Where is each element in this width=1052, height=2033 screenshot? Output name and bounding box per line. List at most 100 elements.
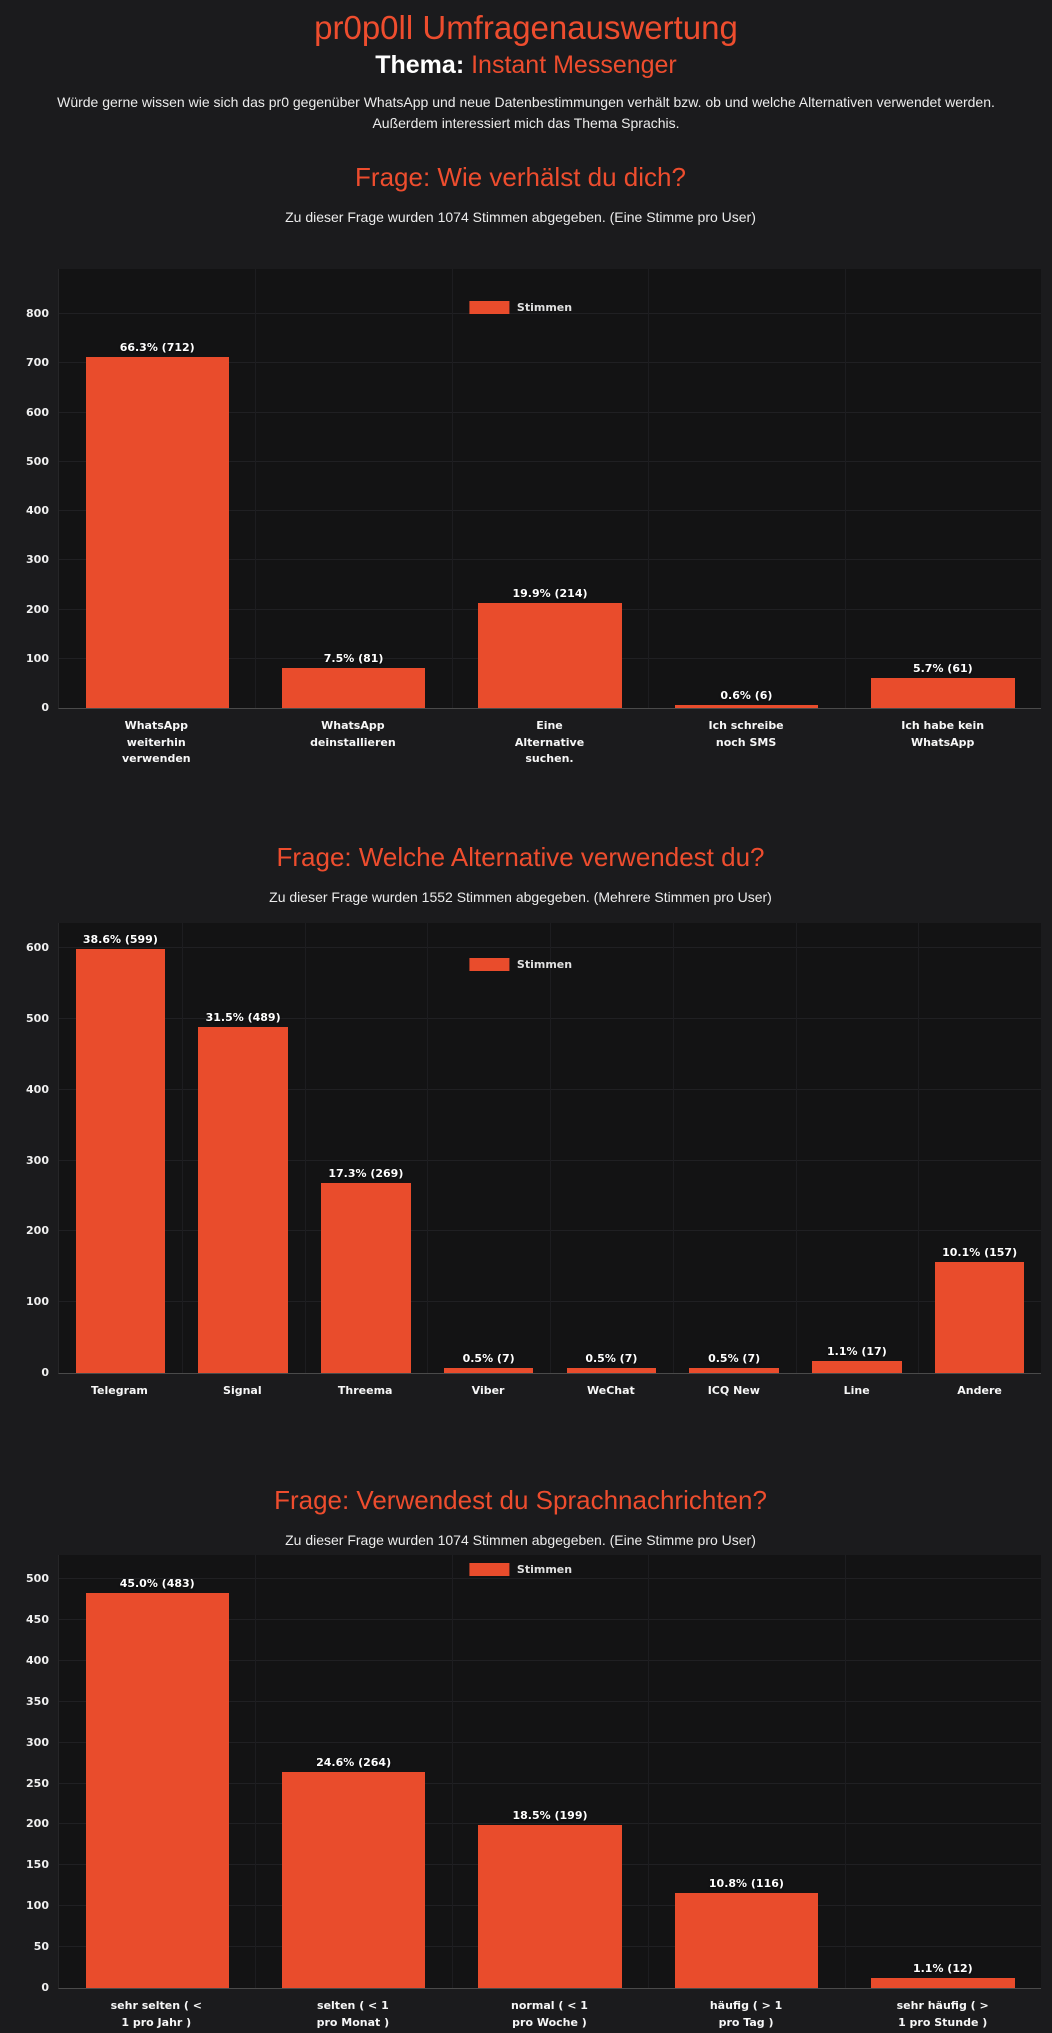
- chart-canvas: 0 100 200 300 400 500 600 700 800 66.3% (712) 7.5…: [0, 269, 1041, 713]
- gridline: [59, 510, 1041, 512]
- bar-slot: 0.5% (7): [673, 923, 796, 1374]
- chart-title: Frage: Wie verhälst du dich?: [355, 161, 686, 192]
- category-separator-line: [918, 923, 920, 1374]
- category-separator-line: [550, 923, 551, 1374]
- x-category-label: WeChat: [587, 1384, 635, 1398]
- bar-group: 0.5% (7): [566, 923, 657, 1374]
- y-tick-label: 500: [26, 454, 49, 468]
- x-category-label: selten ( < 1 pro Monat ): [316, 1999, 390, 2029]
- plot-area: 45.0% (483) 24.6% (264) 18.5% (199) 10.8% (…: [58, 1555, 1041, 1990]
- legend[interactable]: Stimmen: [468, 301, 572, 315]
- bar-slot: 19.9% (214): [452, 269, 648, 709]
- legend[interactable]: Stimmen: [468, 958, 573, 972]
- legend-swatch-icon: [468, 958, 509, 972]
- bar: [812, 1361, 902, 1374]
- bar-value-label: 0.5% (7): [708, 1352, 761, 1366]
- bar-slot: 1.1% (12): [845, 1555, 1041, 1989]
- bar-group: 1.1% (17): [812, 923, 902, 1374]
- bar-slot: 45.0% (483): [59, 1555, 255, 1989]
- bar-slot: 0.6% (6): [648, 269, 844, 709]
- x-category-label: Eine Alternative suchen.: [514, 719, 585, 766]
- topic-heading: Thema: Instant Messenger: [0, 50, 1052, 80]
- category-separator-line: [427, 923, 429, 1374]
- y-tick-label: 300: [26, 553, 49, 567]
- x-category-label: Telegram: [90, 1384, 148, 1398]
- bar-value-label: 0.6% (6): [720, 689, 773, 703]
- x-category-label: WhatsApp weiterhin verwenden: [121, 719, 191, 766]
- x-category-label: häufig ( > 1 pro Tag ): [709, 1999, 783, 2029]
- legend-label: Stimmen: [516, 958, 573, 972]
- survey-report: pr0p0ll Umfragenauswertung Thema: Instan…: [0, 8, 1052, 2031]
- bars-row: 66.3% (712) 7.5% (81) 19.9% (214) 0.6% (6) 5…: [59, 269, 1041, 709]
- gridline: [59, 1578, 1041, 1580]
- y-tick-label: 50: [33, 1940, 49, 1954]
- bar-slot: 7.5% (81): [255, 269, 451, 709]
- bar-slot: 0.5% (7): [550, 923, 673, 1374]
- bar-group: 0.5% (7): [689, 923, 779, 1374]
- bar-value-label: 0.5% (7): [585, 1352, 638, 1366]
- bar-group: 1.1% (12): [871, 1555, 1015, 1989]
- y-axis: 0 50 100 150 200 250 300 350 400 450 500: [0, 1555, 58, 1993]
- bar-group: 7.5% (81): [281, 269, 426, 709]
- bar-value-label: 7.5% (81): [323, 652, 384, 666]
- bar-group: 24.6% (264): [281, 1555, 426, 1989]
- bar-group: 10.8% (116): [674, 1555, 819, 1989]
- gridline: [59, 460, 1041, 462]
- bar-group: 66.3% (712): [85, 269, 229, 709]
- bar: [934, 1261, 1025, 1374]
- bar-value-label: 38.6% (599): [82, 932, 158, 946]
- bar: [674, 1893, 819, 1989]
- bar-slot: 5.7% (61): [845, 269, 1041, 709]
- bar-value-label: 19.9% (214): [512, 586, 588, 600]
- x-category-label: sehr häufig ( > 1 pro Stunde ): [896, 1999, 989, 2029]
- bar: [871, 678, 1015, 709]
- x-category-label: Ich schreibe noch SMS: [708, 719, 784, 749]
- gridline: [59, 559, 1041, 561]
- y-tick-label: 400: [26, 1082, 49, 1096]
- bar-group: 45.0% (483): [85, 1555, 229, 1989]
- category-separator-line: [181, 923, 183, 1374]
- bar-group: 19.9% (214): [478, 269, 622, 709]
- bar-slot: 18.5% (199): [452, 1555, 648, 1989]
- bar-group: 5.7% (61): [871, 269, 1015, 709]
- x-axis-labels: sehr selten ( < 1 pro Jahr ) selten ( < 1…: [58, 1998, 1041, 2031]
- chart-subtitle: Zu dieser Frage wurden 1074 Stimmen abge…: [285, 1531, 756, 1548]
- gridline: [59, 1823, 1041, 1825]
- x-category-label: Line: [843, 1384, 870, 1398]
- bar-value-label: 45.0% (483): [119, 1576, 195, 1590]
- bar-slot: 24.6% (264): [255, 1555, 451, 1989]
- y-tick-label: 350: [26, 1694, 49, 1708]
- y-tick-label: 450: [26, 1612, 49, 1626]
- bar-group: 17.3% (269): [321, 923, 411, 1374]
- bar-value-label: 66.3% (712): [119, 341, 195, 355]
- bar: [75, 948, 166, 1374]
- y-tick-label: 300: [26, 1735, 49, 1749]
- x-axis-labels: Telegram Signal Threema Viber WeChat ICQ New L…: [58, 1383, 1041, 1400]
- x-category-label: sehr selten ( < 1 pro Jahr ): [110, 1999, 202, 2029]
- bar-value-label: 24.6% (264): [316, 1756, 392, 1770]
- category-separator-line: [648, 1555, 650, 1989]
- chart-canvas: 0 100 200 300 400 500 600 38.6% (599) 31.5% (48…: [0, 923, 1041, 1378]
- chart-sprachnachrichten: Frage: Verwendest du Sprachnachrichten? …: [0, 1485, 1041, 2031]
- y-tick-label: 200: [26, 1817, 49, 1831]
- bar-value-label: 10.1% (157): [942, 1245, 1018, 1259]
- category-separator-line: [451, 1555, 453, 1989]
- y-axis: 0 100 200 300 400 500 600 700 800: [0, 269, 58, 713]
- bar-value-label: 10.8% (116): [708, 1877, 784, 1891]
- legend-label: Stimmen: [516, 1563, 573, 1577]
- y-tick-label: 500: [26, 1011, 49, 1025]
- bar-group: 10.1% (157): [934, 923, 1025, 1374]
- legend[interactable]: Stimmen: [468, 1563, 573, 1577]
- chart-welche-alternative: Frage: Welche Alternative verwendest du?…: [0, 842, 1041, 1400]
- chart-subtitle: Zu dieser Frage wurden 1074 Stimmen abge…: [285, 208, 756, 225]
- bar: [198, 1026, 288, 1374]
- bar: [443, 1368, 534, 1374]
- bar-group: 31.5% (489): [198, 923, 288, 1374]
- bar-value-label: 1.1% (12): [912, 1962, 973, 1976]
- bar-value-label: 31.5% (489): [205, 1010, 281, 1024]
- y-tick-label: 0: [41, 1981, 49, 1995]
- x-category-label: Viber: [471, 1384, 505, 1398]
- y-tick-label: 100: [26, 1899, 49, 1913]
- bar-slot: 31.5% (489): [182, 923, 305, 1374]
- y-tick-label: 300: [26, 1153, 49, 1167]
